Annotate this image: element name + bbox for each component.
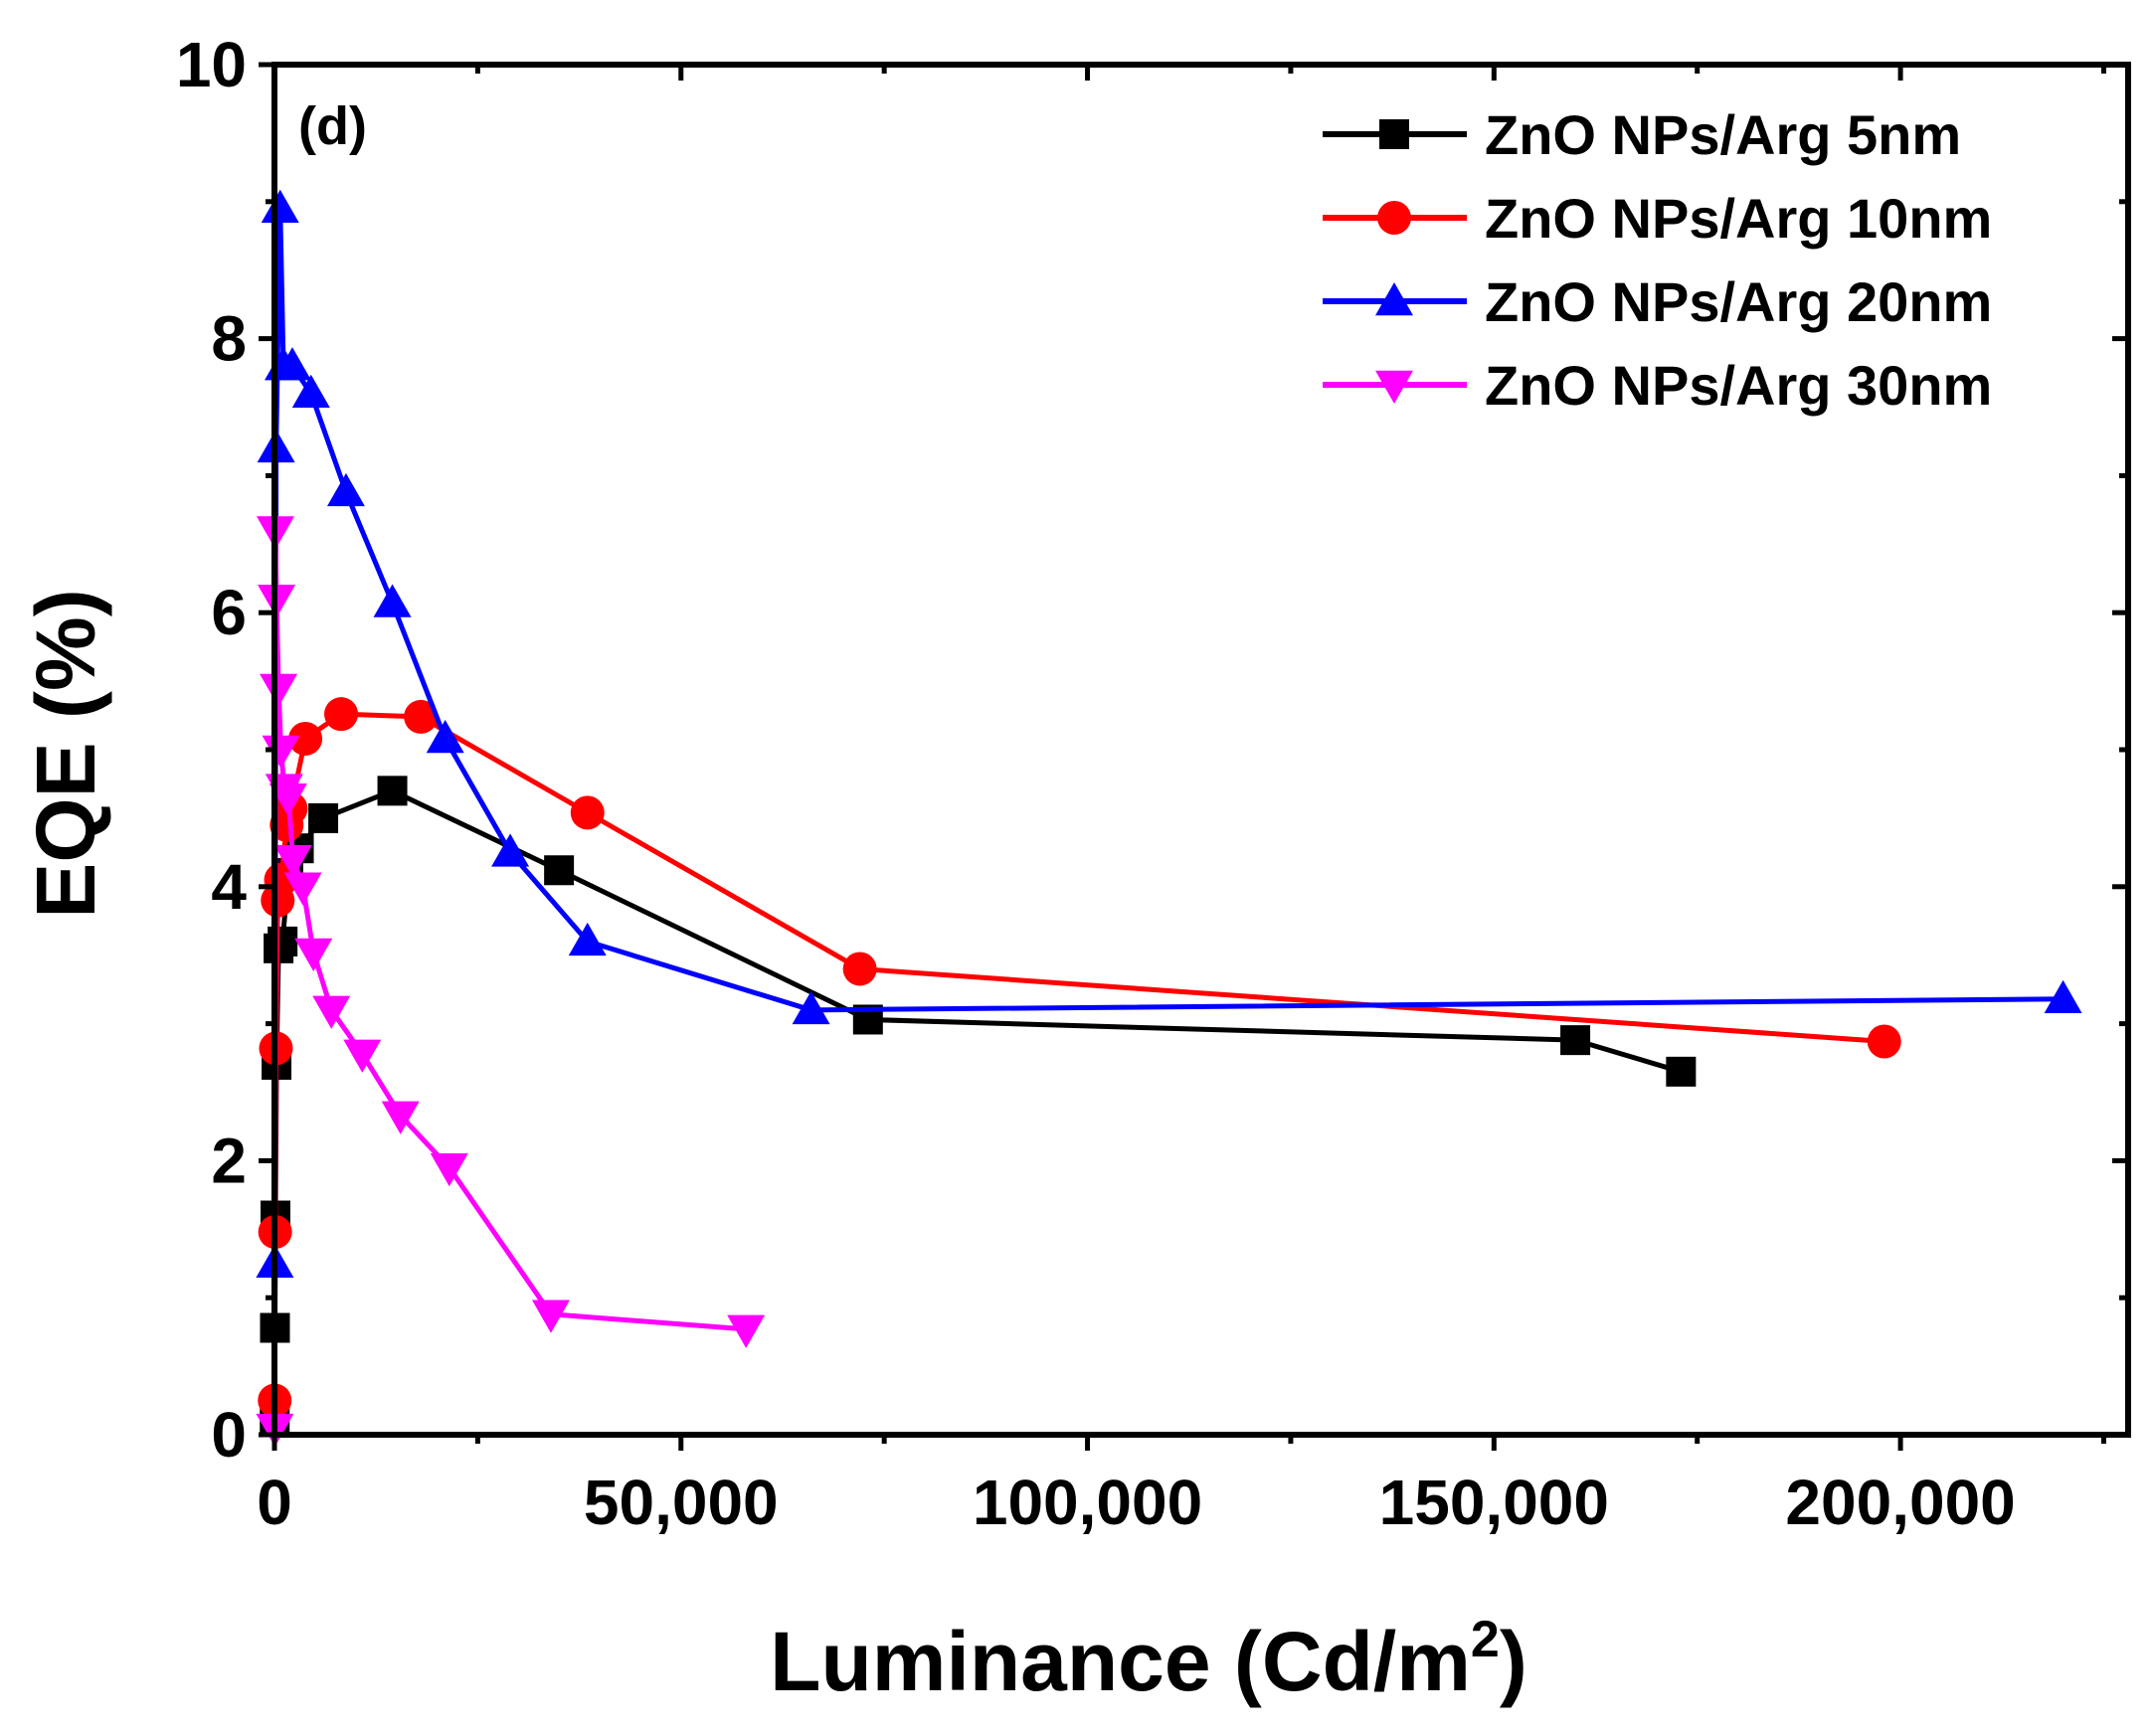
- legend-label: ZnO NPs/Arg 30nm: [1485, 354, 1992, 417]
- data-point: [792, 990, 830, 1025]
- data-point: [269, 782, 307, 817]
- legend-marker: [1375, 282, 1413, 316]
- legend-marker: [1379, 119, 1409, 149]
- data-point: [1666, 1056, 1697, 1087]
- y-tick-label: 4: [211, 851, 247, 923]
- y-tick-label: 0: [211, 1399, 247, 1471]
- data-point: [326, 472, 365, 507]
- legend-item: ZnO NPs/Arg 10nm: [1323, 187, 1992, 250]
- data-point: [568, 922, 607, 956]
- data-point: [426, 719, 464, 754]
- panel-label: (d): [298, 96, 367, 156]
- data-point: [312, 995, 351, 1029]
- y-axis-title: EQE (%): [19, 589, 112, 918]
- legend-item: ZnO NPs/Arg 30nm: [1323, 354, 1992, 417]
- y-tick-label: 6: [211, 577, 247, 648]
- legend: ZnO NPs/Arg 5nm ZnO NPs/Arg 10nm ZnO NPs/A…: [1323, 103, 1992, 417]
- data-point: [272, 347, 311, 381]
- x-tick-label: 200,000: [1785, 1467, 2015, 1538]
- legend-item: ZnO NPs/Arg 20nm: [1323, 270, 1992, 333]
- data-point: [273, 844, 312, 879]
- axis-ticks: [259, 62, 2128, 1451]
- legend-label: ZnO NPs/Arg 5nm: [1485, 103, 1961, 166]
- legend-marker: [1377, 201, 1411, 235]
- y-tick-label: 10: [176, 29, 247, 100]
- legend-label: ZnO NPs/Arg 20nm: [1485, 270, 1992, 333]
- data-point: [404, 699, 439, 734]
- data-point: [294, 938, 333, 971]
- x-axis-title-main: Luminance (Cd/m: [770, 1615, 1471, 1708]
- x-tick-label: 150,000: [1379, 1467, 1609, 1538]
- data-point: [283, 872, 322, 906]
- data-point: [343, 1039, 382, 1073]
- data-point: [261, 189, 299, 223]
- x-tick-label: 100,000: [973, 1467, 1202, 1538]
- data-point: [1560, 1025, 1591, 1056]
- tick-labels: 0 50,000 100,000 150,000 200,000 0 2 4 6 8 10: [176, 29, 2016, 1538]
- data-point: [1867, 1024, 1901, 1059]
- legend-marker: [1375, 370, 1413, 404]
- series-layer: [256, 189, 2082, 1448]
- y-tick-label: 2: [211, 1125, 247, 1196]
- y-tick-label: 8: [211, 303, 247, 375]
- data-point: [2044, 979, 2082, 1014]
- data-point: [288, 721, 323, 756]
- x-axis-title-superscript: 2: [1471, 1611, 1500, 1668]
- data-point: [324, 697, 359, 732]
- series-4: [256, 516, 766, 1448]
- data-point: [544, 855, 575, 886]
- data-point: [381, 1101, 420, 1134]
- data-point: [570, 795, 605, 830]
- series-3: [256, 189, 2082, 1278]
- data-point: [727, 1314, 766, 1348]
- x-tick-label: 50,000: [584, 1467, 779, 1538]
- data-point: [291, 374, 330, 408]
- data-point: [308, 802, 339, 833]
- data-point: [260, 673, 298, 707]
- data-point: [842, 952, 877, 986]
- data-point: [531, 1300, 570, 1333]
- data-point: [373, 584, 412, 617]
- data-point: [491, 833, 530, 867]
- x-tick-label: 0: [257, 1467, 292, 1538]
- legend-label: ZnO NPs/Arg 10nm: [1485, 187, 1992, 250]
- legend-item: ZnO NPs/Arg 5nm: [1323, 103, 1961, 166]
- data-point: [377, 776, 408, 806]
- x-axis-title-close: ): [1500, 1615, 1527, 1708]
- x-axis-title: Luminance (Cd/m2): [770, 1611, 1527, 1708]
- data-point: [430, 1153, 468, 1187]
